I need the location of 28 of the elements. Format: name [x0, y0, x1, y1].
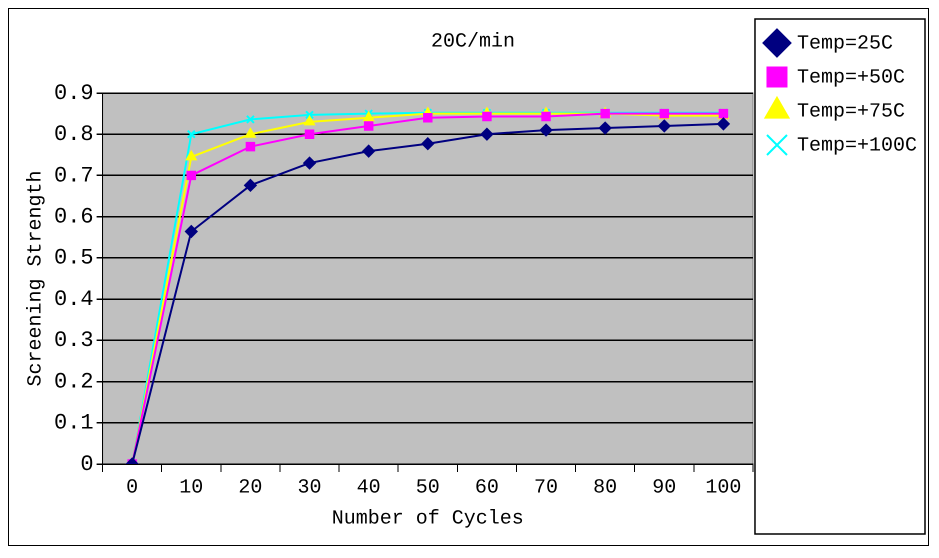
legend-label: Temp=+50C: [796, 66, 906, 90]
y-tick-label: 0.7: [54, 163, 94, 188]
y-tick-label: 0.4: [54, 286, 94, 312]
y-tick-label: 0.6: [54, 204, 94, 230]
y-axis-title: Screening Strength: [24, 170, 48, 387]
x-axis-title: Number of Cycles: [332, 507, 524, 530]
y-tick-label: 0.5: [54, 246, 94, 271]
y-tick-label: 0.3: [54, 328, 94, 354]
legend-label: Temp=25C: [796, 32, 893, 56]
x-tick-label: 90: [652, 476, 676, 500]
x-tick-label: 40: [356, 476, 381, 500]
x-tick-label: 20: [238, 476, 262, 500]
y-tick-label: 0.9: [54, 80, 94, 106]
y-tick-label: 0.2: [54, 369, 94, 394]
legend-label: Temp=+75C: [796, 100, 906, 124]
x-tick-label: 10: [179, 476, 204, 500]
x-tick-label: 60: [474, 476, 499, 500]
x-tick-label: 30: [298, 476, 322, 500]
x-tick-label: 50: [416, 476, 440, 500]
legend-label: Temp=+100C: [796, 134, 918, 158]
y-tick-label: 0: [80, 452, 94, 477]
x-tick-label: 70: [534, 476, 558, 500]
x-tick-label: 100: [705, 476, 742, 500]
x-tick-label: 80: [593, 476, 618, 500]
y-tick-label: 0.1: [54, 410, 94, 436]
x-tick-label: 0: [126, 476, 138, 500]
chart-title: 20C/min: [430, 30, 516, 54]
y-tick-label: 0.8: [54, 122, 94, 148]
